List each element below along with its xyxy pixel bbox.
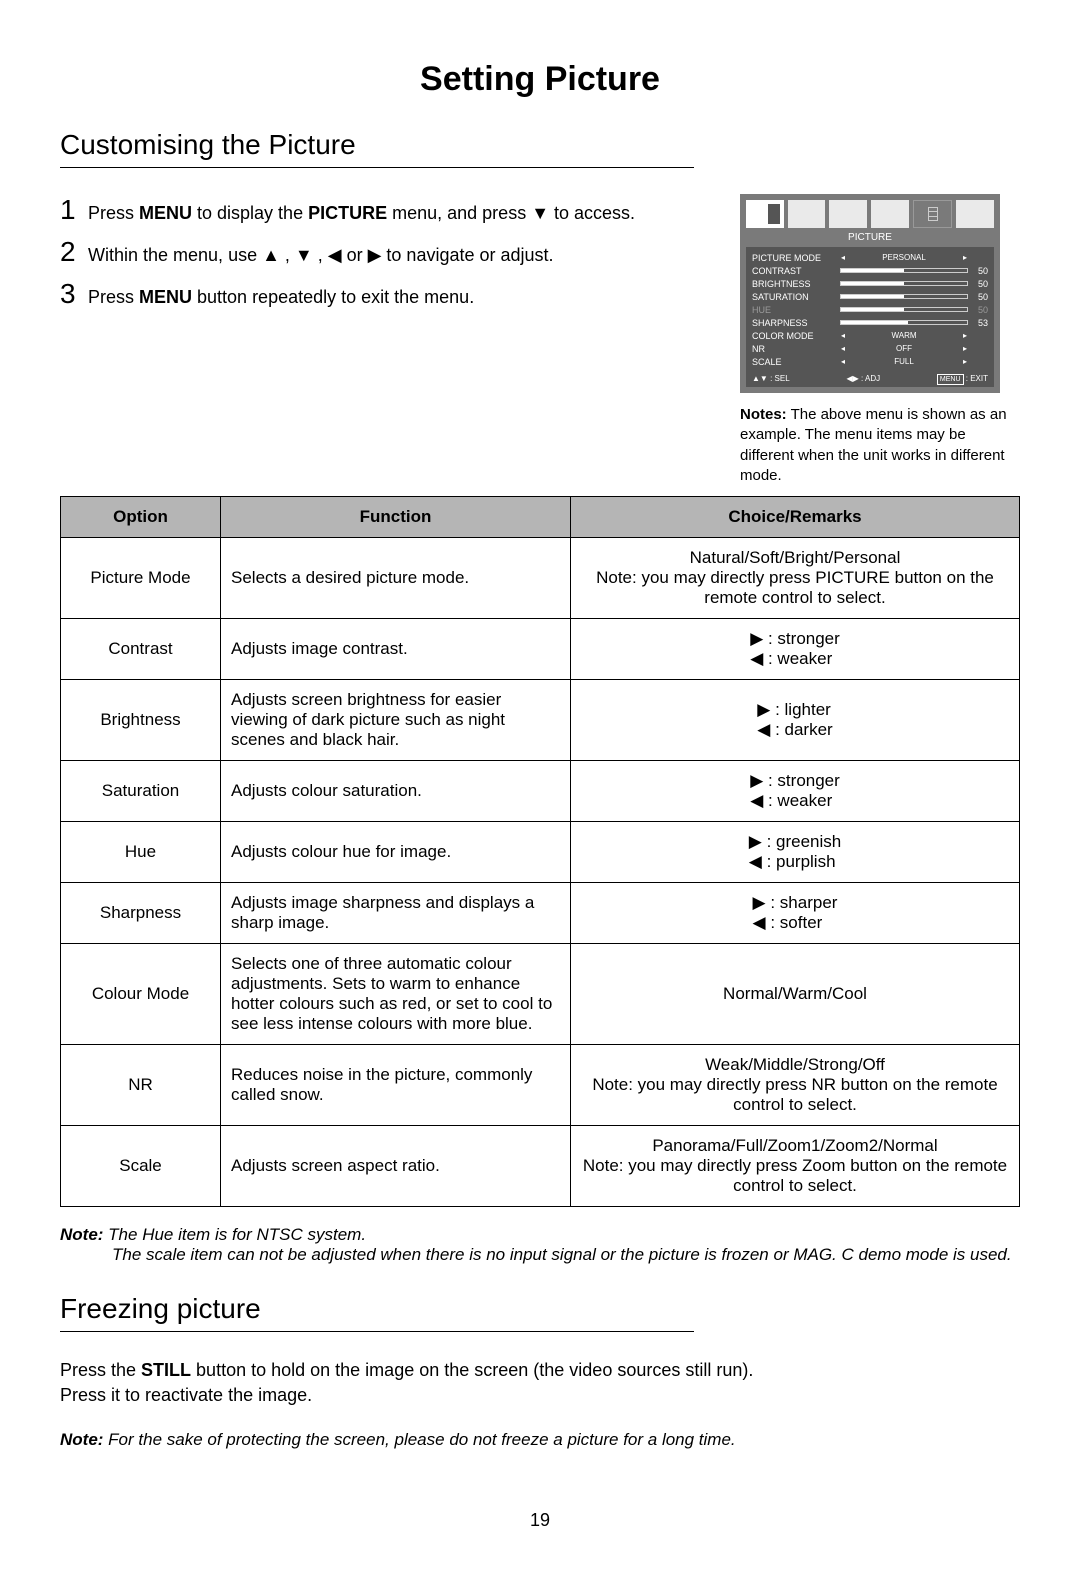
osd-tab [871, 200, 909, 228]
osd-tab [913, 200, 953, 228]
cell-option: Contrast [61, 619, 221, 680]
step: 3Press MENU button repeatedly to exit th… [60, 278, 718, 310]
footnote: Note: The Hue item is for NTSC system. T… [60, 1225, 1020, 1265]
cell-choice: Panorama/Full/Zoom1/Zoom2/NormalNote: yo… [571, 1126, 1020, 1207]
step-number: 2 [60, 236, 88, 268]
cell-option: Scale [61, 1126, 221, 1207]
cell-function: Adjusts screen brightness for easier vie… [221, 680, 571, 761]
table-row: HueAdjusts colour hue for image.▶ : gree… [61, 822, 1020, 883]
cell-function: Adjusts image sharpness and displays a s… [221, 883, 571, 944]
step: 2Within the menu, use ▲ , ▼ , ◀ or ▶ to … [60, 236, 718, 268]
osd-row: HUE50 [752, 303, 988, 316]
osd-menu: PICTURE PICTURE MODE◂PERSONAL▸CONTRAST50… [740, 194, 1000, 393]
osd-title: PICTURE [746, 232, 994, 243]
cell-option: NR [61, 1045, 221, 1126]
cell-choice: ▶ : stronger◀ : weaker [571, 619, 1020, 680]
cell-choice: ▶ : greenish◀ : purplish [571, 822, 1020, 883]
osd-notes: Notes: The above menu is shown as an exa… [740, 405, 1020, 486]
th-choice: Choice/Remarks [571, 497, 1020, 538]
osd-tab [788, 200, 826, 228]
cell-function: Adjusts colour hue for image. [221, 822, 571, 883]
cell-option: Brightness [61, 680, 221, 761]
table-row: BrightnessAdjusts screen brightness for … [61, 680, 1020, 761]
cell-function: Selects a desired picture mode. [221, 538, 571, 619]
cell-function: Selects one of three automatic colour ad… [221, 944, 571, 1045]
osd-row: COLOR MODE◂WARM▸ [752, 329, 988, 342]
osd-row: SCALE◂FULL▸ [752, 355, 988, 368]
osd-body: PICTURE MODE◂PERSONAL▸CONTRAST50BRIGHTNE… [746, 247, 994, 372]
table-row: Colour ModeSelects one of three automati… [61, 944, 1020, 1045]
osd-row: PICTURE MODE◂PERSONAL▸ [752, 251, 988, 264]
osd-tab-active [746, 200, 784, 228]
page-title: Setting Picture [60, 60, 1020, 99]
cell-choice: ▶ : sharper◀ : softer [571, 883, 1020, 944]
osd-tab [829, 200, 867, 228]
freezing-body: Press the STILL button to hold on the im… [60, 1358, 1020, 1408]
step: 1Press MENU to display the PICTURE menu,… [60, 194, 718, 226]
cell-option: Picture Mode [61, 538, 221, 619]
osd-row: SHARPNESS53 [752, 316, 988, 329]
table-row: SharpnessAdjusts image sharpness and dis… [61, 883, 1020, 944]
step-number: 1 [60, 194, 88, 226]
steps-list: 1Press MENU to display the PICTURE menu,… [60, 194, 718, 310]
osd-row: SATURATION50 [752, 290, 988, 303]
cell-function: Adjusts colour saturation. [221, 761, 571, 822]
cell-function: Reduces noise in the picture, commonly c… [221, 1045, 571, 1126]
cell-option: Colour Mode [61, 944, 221, 1045]
cell-function: Adjusts image contrast. [221, 619, 571, 680]
osd-row: NR◂OFF▸ [752, 342, 988, 355]
osd-footer: ▲▼ : SEL ◀▶ : ADJ MENU : EXIT [746, 372, 994, 387]
section-freezing-title: Freezing picture [60, 1293, 694, 1332]
osd-row: CONTRAST50 [752, 264, 988, 277]
step-text: Press MENU to display the PICTURE menu, … [88, 203, 635, 224]
cell-option: Sharpness [61, 883, 221, 944]
table-row: SaturationAdjusts colour saturation.▶ : … [61, 761, 1020, 822]
step-number: 3 [60, 278, 88, 310]
page-number: 19 [60, 1510, 1020, 1531]
step-text: Within the menu, use ▲ , ▼ , ◀ or ▶ to n… [88, 245, 554, 266]
table-row: ScaleAdjusts screen aspect ratio.Panoram… [61, 1126, 1020, 1207]
cell-choice: ▶ : lighter◀ : darker [571, 680, 1020, 761]
th-function: Function [221, 497, 571, 538]
cell-function: Adjusts screen aspect ratio. [221, 1126, 571, 1207]
cell-option: Saturation [61, 761, 221, 822]
cell-choice: ▶ : stronger◀ : weaker [571, 761, 1020, 822]
osd-row: BRIGHTNESS50 [752, 277, 988, 290]
options-table: Option Function Choice/Remarks Picture M… [60, 496, 1020, 1207]
osd-tab [956, 200, 994, 228]
table-row: NRReduces noise in the picture, commonly… [61, 1045, 1020, 1126]
table-row: Picture ModeSelects a desired picture mo… [61, 538, 1020, 619]
th-option: Option [61, 497, 221, 538]
freezing-note: Note: For the sake of protecting the scr… [60, 1430, 1020, 1450]
table-row: ContrastAdjusts image contrast.▶ : stron… [61, 619, 1020, 680]
cell-choice: Natural/Soft/Bright/PersonalNote: you ma… [571, 538, 1020, 619]
step-text: Press MENU button repeatedly to exit the… [88, 287, 474, 308]
osd-tabs [746, 200, 994, 228]
section-customising-title: Customising the Picture [60, 129, 694, 168]
cell-option: Hue [61, 822, 221, 883]
cell-choice: Normal/Warm/Cool [571, 944, 1020, 1045]
cell-choice: Weak/Middle/Strong/OffNote: you may dire… [571, 1045, 1020, 1126]
